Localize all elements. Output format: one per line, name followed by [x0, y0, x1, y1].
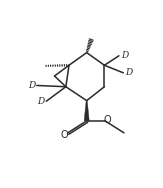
Text: D: D [28, 81, 35, 90]
Text: D: D [37, 97, 44, 106]
Text: O: O [104, 115, 111, 125]
Text: D: D [125, 68, 133, 77]
Polygon shape [84, 101, 89, 121]
Text: O: O [61, 130, 68, 140]
Text: D: D [121, 51, 128, 60]
